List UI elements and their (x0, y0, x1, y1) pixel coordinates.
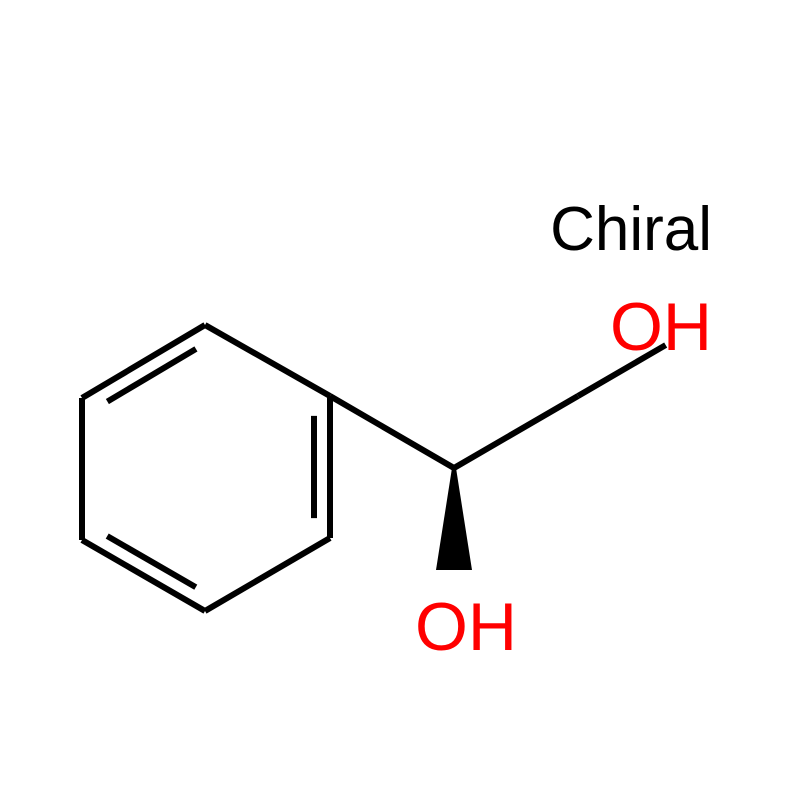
chemical-structure: OH OH Chiral (0, 0, 800, 800)
chiral-label: Chiral (550, 195, 712, 264)
hydroxyl-label: OH (415, 589, 517, 665)
hydroxyl-label: OH (610, 289, 712, 365)
